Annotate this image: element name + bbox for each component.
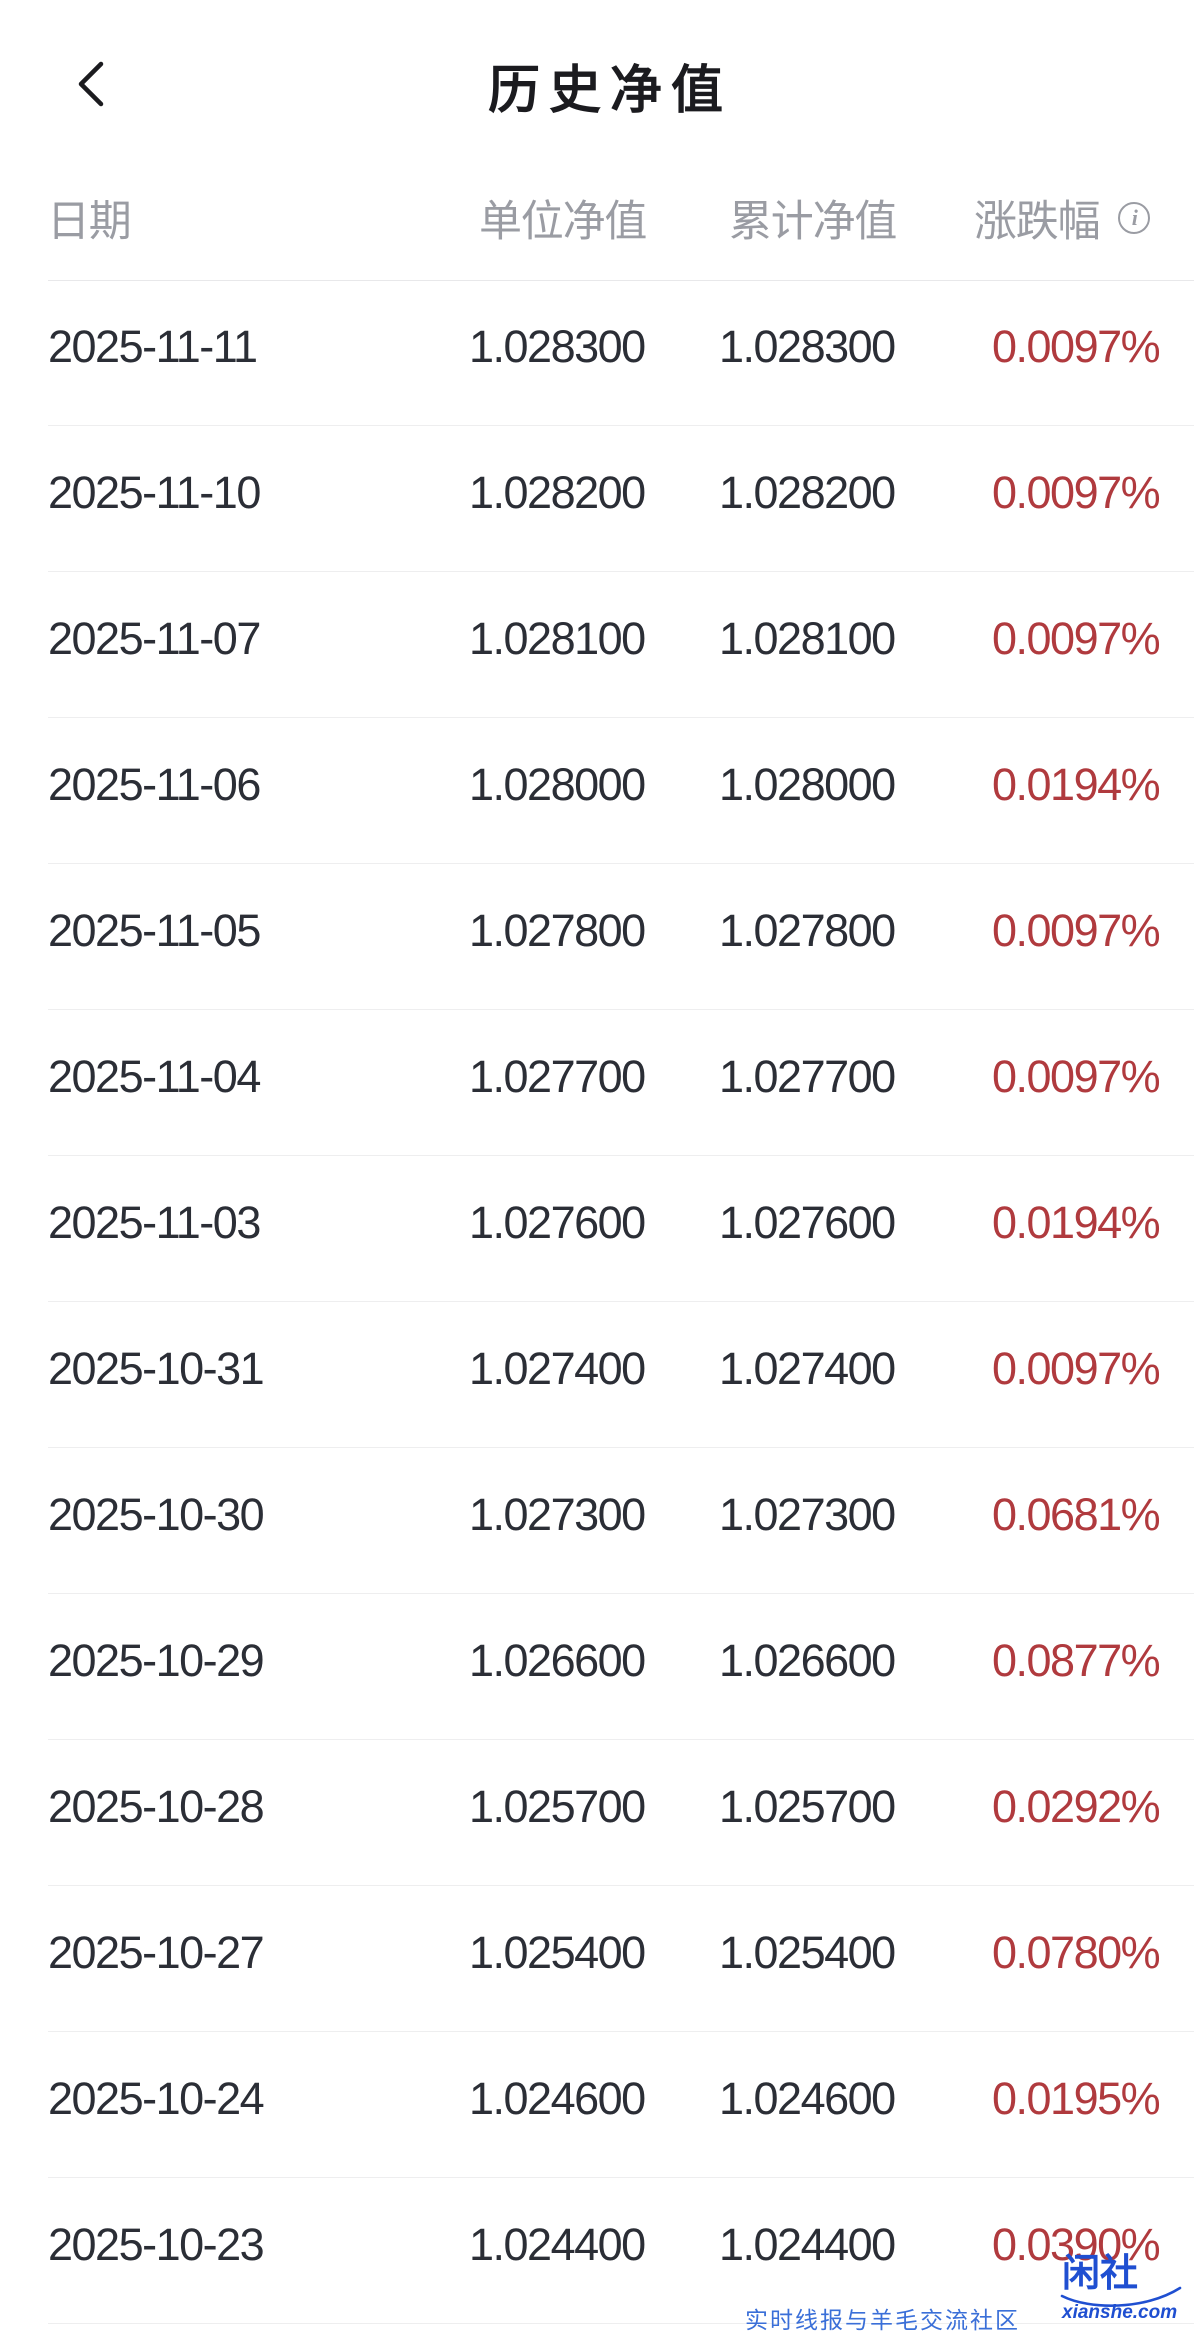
svg-text:xianshe.com: xianshe.com: [1061, 2302, 1177, 2323]
svg-text:闲社: 闲社: [1062, 2253, 1138, 2295]
